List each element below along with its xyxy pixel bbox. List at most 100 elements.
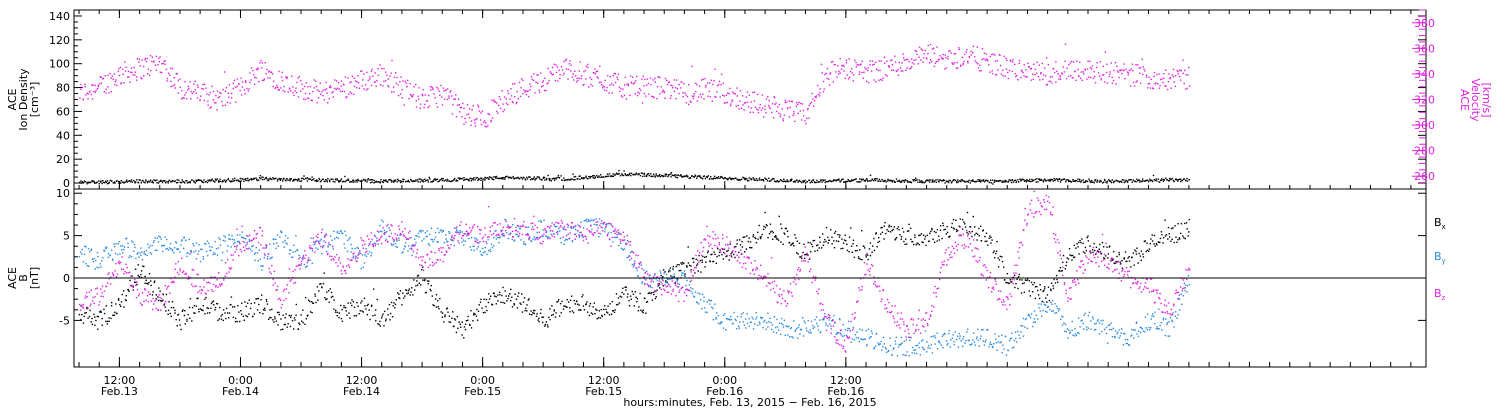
data-point-top-1: [1023, 180, 1026, 182]
data-point-bx: [727, 249, 729, 252]
data-point-top-0: [250, 79, 252, 81]
data-point-bx: [286, 326, 288, 328]
data-point-top-1: [968, 179, 970, 181]
data-point-bx: [214, 309, 216, 311]
data-point-bx: [98, 311, 101, 313]
data-point-top-0: [753, 91, 756, 93]
data-point-bx: [695, 258, 697, 261]
data-point-top-0: [173, 77, 175, 79]
data-point-top-0: [1171, 74, 1173, 76]
data-point-top-1: [260, 177, 262, 180]
data-point-by: [830, 328, 832, 330]
data-point-top-0: [795, 105, 797, 107]
data-point-top-0: [875, 81, 877, 83]
data-point-top-1: [1145, 180, 1147, 182]
data-point-by: [432, 241, 434, 243]
data-point-bx: [309, 311, 312, 313]
data-point-top-1: [931, 181, 933, 183]
data-point-top-0: [587, 66, 589, 69]
data-point-top-1: [892, 179, 894, 182]
data-point-top-1: [645, 175, 648, 177]
data-point-top-1: [431, 181, 433, 183]
data-point-top-0: [607, 74, 609, 77]
data-point-top-1: [1121, 181, 1123, 183]
data-point-bx: [210, 302, 213, 305]
data-point-top-0: [249, 72, 251, 74]
data-point-by: [557, 230, 559, 233]
data-point-top-0: [639, 89, 642, 92]
data-point-by: [895, 336, 897, 339]
data-point-by: [754, 323, 756, 325]
data-point-top-0: [429, 85, 432, 88]
data-point-bx: [253, 313, 255, 315]
data-point-bx: [767, 236, 769, 239]
data-point-by: [619, 242, 622, 245]
data-point-by: [401, 252, 403, 254]
data-point-by: [909, 339, 911, 342]
data-point-top-1: [747, 180, 749, 182]
data-point-bx: [82, 322, 85, 324]
data-point-top-0: [155, 69, 158, 71]
data-point-top-0: [181, 89, 183, 92]
data-point-top-0: [388, 86, 390, 88]
data-point-by: [640, 264, 643, 266]
data-point-top-1: [90, 181, 92, 184]
data-point-top-0: [846, 74, 848, 76]
data-point-by: [562, 228, 565, 230]
data-point-bx: [326, 298, 328, 300]
data-point-bx: [1053, 278, 1055, 281]
data-point-bx: [194, 312, 196, 314]
data-point-by: [567, 233, 569, 235]
data-point-top-1: [899, 180, 901, 183]
data-point-top-1: [206, 181, 209, 184]
data-point-top-1: [617, 173, 620, 175]
data-point-top-1: [243, 180, 245, 182]
data-point-bx: [225, 317, 227, 320]
data-point-by: [390, 243, 392, 245]
data-point-top-0: [839, 72, 841, 74]
data-point-bx: [387, 308, 389, 310]
data-point-top-0: [493, 101, 495, 103]
data-point-top-0: [220, 92, 222, 95]
data-point-top-0: [837, 73, 840, 75]
data-point-top-1: [898, 179, 901, 182]
data-point-top-0: [257, 68, 259, 71]
data-point-top-1: [903, 181, 906, 183]
data-point-top-0: [680, 87, 682, 89]
data-point-top-0: [627, 84, 630, 87]
data-point-top-1: [427, 179, 429, 181]
data-point-top-1: [752, 177, 754, 179]
data-point-by: [528, 238, 530, 241]
data-point-top-1: [111, 180, 113, 182]
data-point-top-0: [868, 81, 870, 84]
data-point-top-0: [839, 58, 841, 60]
data-point-by: [363, 262, 366, 264]
data-point-by: [368, 250, 371, 253]
data-point-top-0: [375, 85, 377, 87]
data-point-by: [466, 235, 468, 237]
data-point-by: [299, 256, 301, 259]
data-point-top-0: [353, 85, 356, 88]
data-point-top-1: [594, 176, 597, 178]
data-point-bx: [1050, 289, 1052, 292]
data-point-bx: [722, 258, 725, 260]
data-point-top-0: [280, 87, 282, 89]
data-point-bx: [425, 291, 427, 294]
data-point-top-1: [292, 180, 294, 182]
data-point-by: [158, 235, 160, 237]
data-point-bx: [259, 312, 261, 314]
data-point-by: [786, 326, 788, 328]
data-point-top-1: [614, 174, 616, 176]
data-point-top-1: [579, 178, 581, 180]
data-point-bx: [918, 234, 920, 237]
data-point-bx: [835, 240, 838, 242]
data-point-top-0: [644, 78, 646, 81]
data-point-bx: [213, 304, 215, 306]
data-point-bx: [317, 299, 319, 301]
data-point-top-1: [1156, 180, 1158, 182]
data-point-by: [715, 317, 717, 319]
data-point-bx: [284, 317, 286, 319]
data-point-top-0: [533, 73, 535, 75]
data-point-bx: [84, 312, 86, 314]
